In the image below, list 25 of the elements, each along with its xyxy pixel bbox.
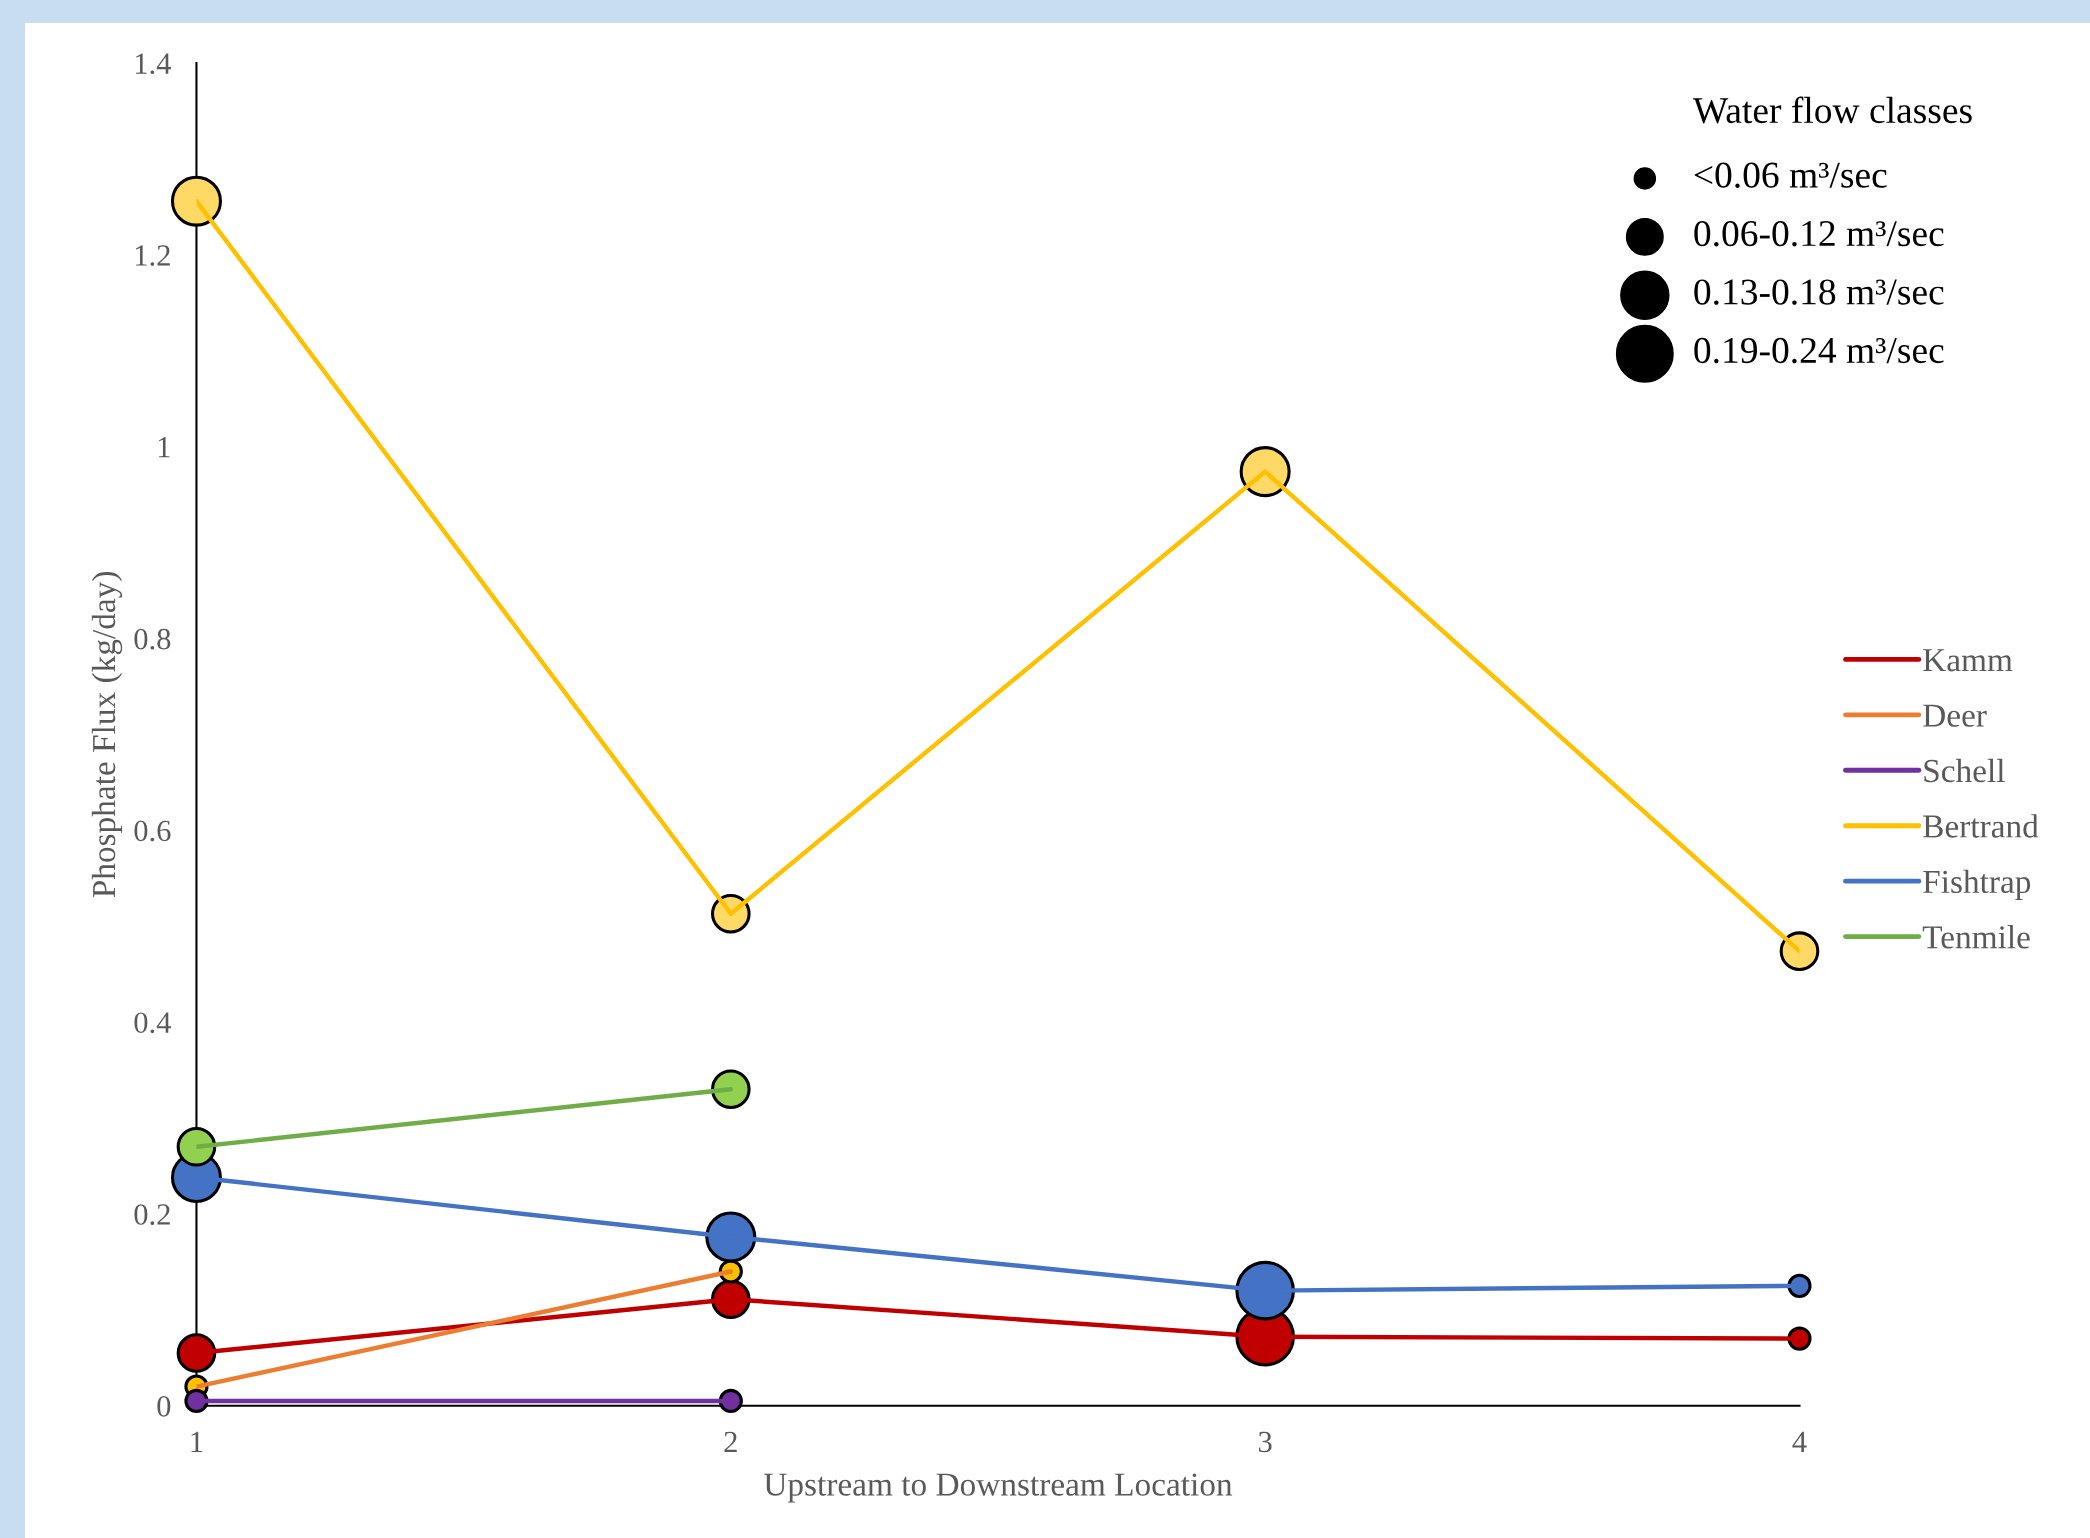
legend-label: 0.06-0.12 m³/sec <box>1694 220 1944 247</box>
legend-label: 0.19-0.24 m³/sec <box>1694 337 1944 364</box>
legend-label: Schell <box>1924 758 2005 783</box>
x-tick-label: 3 <box>1258 1431 1272 1453</box>
y-axis-title: Phosphate Flux (kg/day) <box>91 571 123 898</box>
legend-label: Deer <box>1923 704 1987 727</box>
legend-label: <0.06 m³/sec <box>1694 162 1887 188</box>
x-axis-title: Upstream to Downstream Location <box>764 1473 1233 1503</box>
y-tick-label: 0.8 <box>134 628 171 650</box>
legend-label: Bertrand <box>1923 814 2039 838</box>
y-tick-label: 0 <box>157 1396 171 1417</box>
legend-label: 0.13-0.18 m³/sec <box>1694 279 1944 305</box>
legend-label: Fishtrap <box>1923 869 2031 900</box>
y-tick-label: 1.4 <box>135 53 171 75</box>
legend-label: Tenmile <box>1922 925 2030 949</box>
y-tick-label: 1.2 <box>135 245 170 266</box>
legend-title: Water flow classes <box>1692 96 1972 124</box>
x-tick-label: 2 <box>724 1431 737 1452</box>
y-tick-label: 0.2 <box>134 1204 170 1225</box>
y-tick-label: 1 <box>158 437 170 458</box>
x-tick-label: 4 <box>1792 1431 1807 1452</box>
y-tick-label: 0.6 <box>134 820 171 842</box>
y-tick-label: 0.4 <box>134 1012 171 1034</box>
legend-label: Kamm <box>1923 649 2013 672</box>
x-tick-label: 1 <box>191 1431 203 1452</box>
